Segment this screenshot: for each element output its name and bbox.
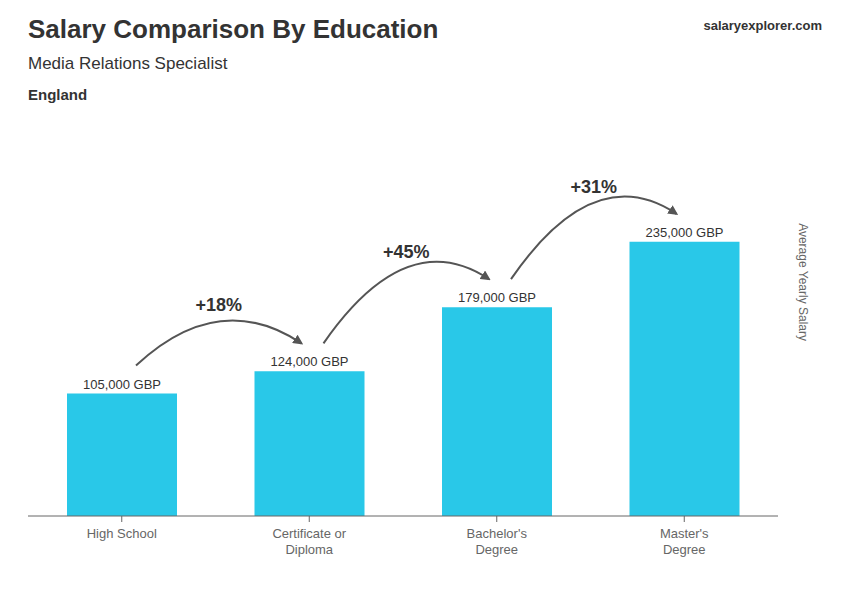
svg-text:235,000 GBP: 235,000 GBP [645, 225, 723, 240]
svg-text:105,000 GBP: 105,000 GBP [83, 377, 161, 392]
svg-text:High School: High School [87, 526, 157, 541]
svg-text:+45%: +45% [383, 242, 430, 262]
svg-text:Average Yearly Salary: Average Yearly Salary [796, 223, 810, 341]
svg-text:+31%: +31% [570, 177, 617, 197]
html-text:England: England [28, 86, 88, 103]
svg-text:Certificate orDiploma: Certificate orDiploma [272, 526, 346, 557]
svg-text:124,000 GBP: 124,000 GBP [270, 354, 348, 369]
html-text:Salary Comparison By Education: Salary Comparison By Education [28, 14, 439, 44]
svg-text:Bachelor'sDegree: Bachelor'sDegree [467, 526, 528, 557]
html-text:salaryexplorer.com: salaryexplorer.com [703, 18, 822, 33]
svg-text:+18%: +18% [195, 295, 242, 315]
svg-text:179,000 GBP: 179,000 GBP [458, 290, 536, 305]
svg-text:Master'sDegree: Master'sDegree [660, 526, 709, 557]
html-text:Media Relations Specialist: Media Relations Specialist [28, 54, 228, 73]
